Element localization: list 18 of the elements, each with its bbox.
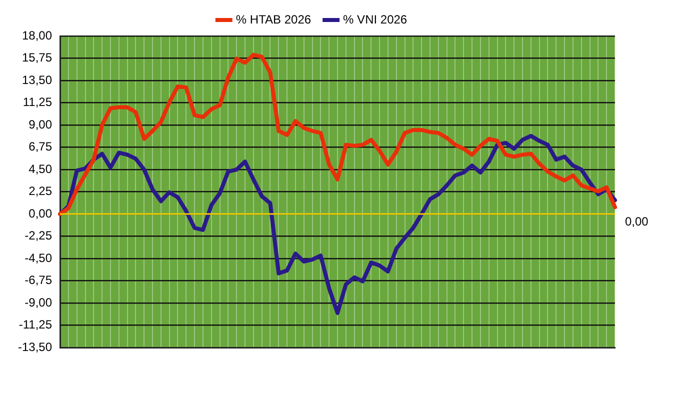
y-tick-label: -4,50 (24, 250, 52, 265)
y-tick-label: 15,75 (22, 50, 52, 65)
legend-label: % VNI 2026 (343, 12, 408, 26)
y-tick-label: 0,00 (28, 206, 52, 220)
y-tick-label: -2,25 (24, 228, 52, 243)
y-tick-label: 4,50 (28, 162, 52, 176)
y-tick-label: 18,00 (22, 28, 52, 42)
y-tick-label: -13,50 (18, 340, 52, 354)
y-tick-label: 2,25 (28, 184, 52, 198)
legend-label: % HTAB 2026 (236, 12, 312, 26)
y-tick-label: 11,25 (22, 95, 52, 110)
text: 0,00 (625, 214, 649, 228)
y-tick-label: 13,50 (22, 72, 52, 87)
y-tick-label: -11,25 (18, 318, 52, 332)
y-tick-label: -9,00 (24, 295, 52, 310)
y-tick-label: 6,75 (28, 140, 52, 154)
y-tick-label: 9,00 (28, 117, 52, 132)
y-tick-label: -6,75 (24, 273, 52, 288)
